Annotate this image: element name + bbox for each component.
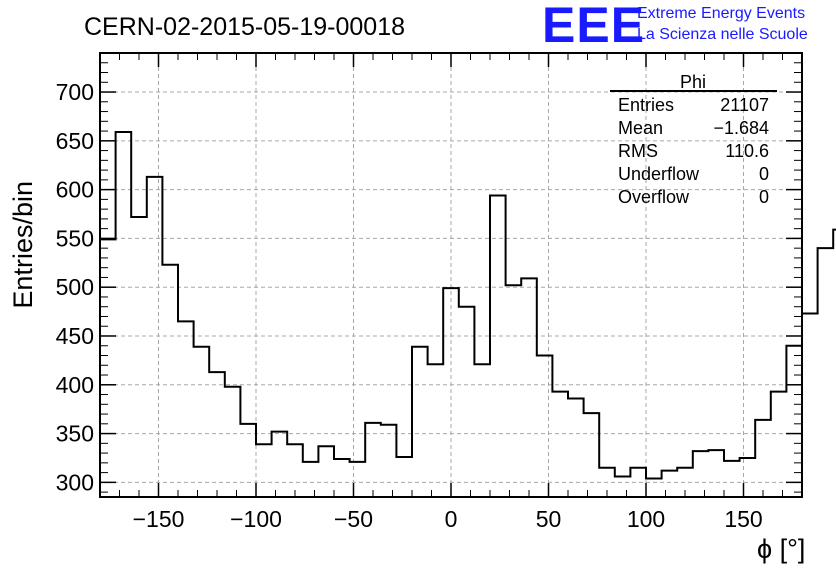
logo-letters: EEE (542, 0, 645, 53)
stats-row-label: Entries (618, 95, 674, 115)
y-tick-label: 350 (56, 421, 94, 447)
x-tick-label: 0 (445, 506, 458, 532)
y-tick-label: 550 (56, 225, 94, 251)
y-tick-label: 450 (56, 323, 94, 349)
stats-row-label: Overflow (618, 187, 690, 207)
x-tick-label: 150 (724, 506, 762, 532)
stats-row-value: 21107 (720, 95, 769, 115)
y-tick-label: 300 (56, 469, 94, 495)
stats-row-label: Underflow (618, 164, 700, 184)
y-tick-label: 650 (56, 128, 94, 154)
logo-line-1: Extreme Energy Events (637, 5, 805, 22)
tick-labels: −150 −100 −50 0 50 100 150 300 350 400 450 500 550 60… (56, 79, 763, 532)
histogram-line (100, 131, 836, 480)
chart-title: CERN-02-2015-05-19-00018 (84, 13, 405, 41)
y-tick-label: 600 (56, 177, 94, 203)
stats-box: Phi Entries 21107 Mean −1.684 RMS 110.6 Underf… (610, 72, 777, 207)
stats-row-label: RMS (618, 141, 658, 161)
axis-ticks (99, 52, 803, 497)
stats-rows: Entries 21107 Mean −1.684 RMS 110.6 Underflow 0… (618, 95, 769, 207)
y-tick-label: 500 (56, 274, 94, 300)
stats-row-value: 0 (759, 187, 769, 207)
stats-row-label: Mean (618, 118, 663, 138)
x-tick-label: 100 (627, 506, 665, 532)
stats-row-value: −1.684 (713, 118, 769, 138)
y-tick-label: 400 (56, 372, 94, 398)
logo-line-2: La Scienza nelle Scuole (637, 26, 808, 43)
grid-lines (100, 53, 802, 497)
x-tick-label: 50 (536, 506, 562, 532)
x-axis-title: ϕ [°] (757, 534, 805, 564)
x-tick-label: −150 (133, 506, 185, 532)
y-axis-title: Entries/bin (8, 181, 38, 309)
stats-row-value: 0 (759, 164, 769, 184)
x-tick-label: −100 (230, 506, 282, 532)
stats-box-title: Phi (680, 72, 706, 92)
x-tick-label: −50 (334, 506, 373, 532)
y-tick-label: 700 (56, 79, 94, 105)
stats-row-value: 110.6 (725, 141, 769, 161)
eee-logo: EEE Extreme Energy Events La Scienza nel… (542, 0, 808, 53)
